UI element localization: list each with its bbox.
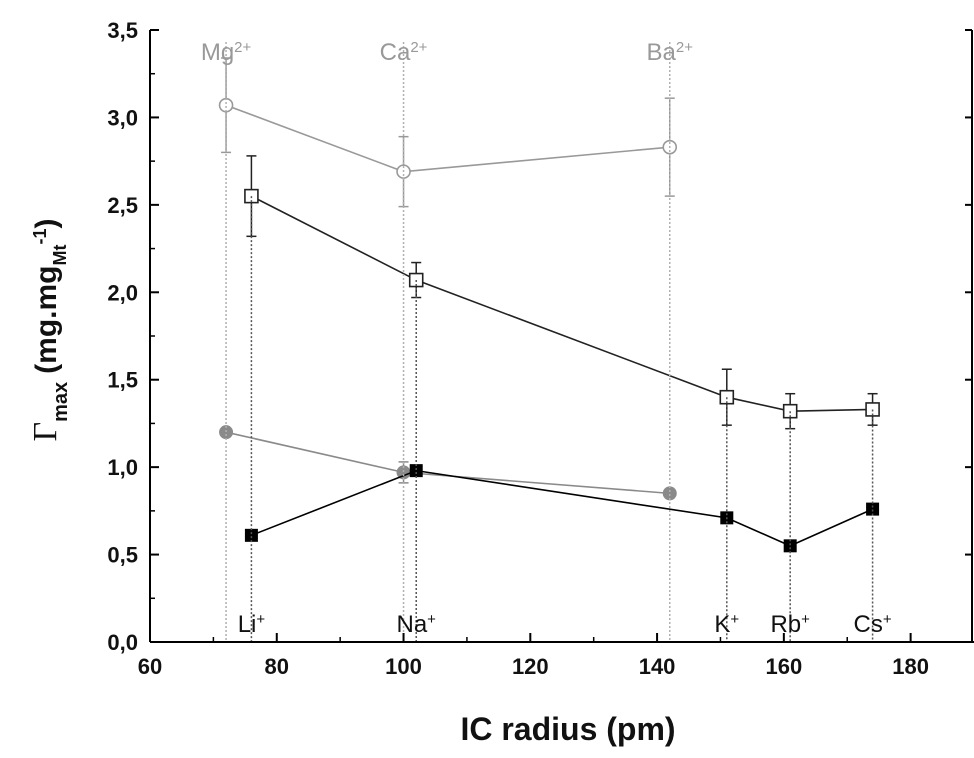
divalent-ion-label: Ca2+ xyxy=(380,39,428,67)
data-point xyxy=(783,539,797,553)
divalent-ion-label: Ba2+ xyxy=(647,39,694,67)
series-layer xyxy=(218,57,880,553)
series-line xyxy=(251,469,873,547)
x-axis-label: IC radius (pm) xyxy=(460,711,675,747)
y-axis-label: Γmax (mg.mgMt-1) xyxy=(27,218,72,441)
y-axis-unit-sup: -1 xyxy=(30,228,50,244)
axes-layer: 0,0 0,5 1,0 1,5 2,0 2,5 3,0 3,5 60 80 100 120 140 160… xyxy=(107,18,974,679)
y-axis-symbol: Γ xyxy=(27,422,64,442)
y-tick-label: 0,5 xyxy=(107,543,138,568)
x-tick-label: 100 xyxy=(385,654,422,679)
y-axis-unit-sub: Mt xyxy=(50,245,70,266)
data-point xyxy=(662,486,677,501)
data-point xyxy=(409,464,423,478)
y-tick-label: 2,5 xyxy=(107,193,138,218)
divalent-ion-label: Mg2+ xyxy=(201,39,252,67)
x-tick-label: 80 xyxy=(265,654,289,679)
y-tick-label: 3,5 xyxy=(107,18,138,43)
data-point xyxy=(866,502,880,516)
data-point xyxy=(218,97,234,113)
y-tick-label: 0,0 xyxy=(107,630,138,655)
x-tick-label: 120 xyxy=(512,654,549,679)
y-axis-unit-prefix: (mg.mg xyxy=(30,266,63,374)
monovalent-ion-label: Li+ xyxy=(238,611,266,639)
series-line xyxy=(251,195,873,412)
x-tick-label: 60 xyxy=(138,654,162,679)
monovalent-ion-label: Cs+ xyxy=(854,611,892,639)
data-point xyxy=(244,528,258,542)
monovalent-ion-label: Rb+ xyxy=(770,611,810,639)
series-line xyxy=(225,431,670,495)
x-tick-label: 160 xyxy=(765,654,802,679)
x-tick-label: 140 xyxy=(639,654,676,679)
y-tick-label: 2,0 xyxy=(107,280,138,305)
monovalent-ion-label: K+ xyxy=(714,611,739,639)
y-axis-symbol-sub: max xyxy=(50,382,72,422)
y-tick-label: 1,5 xyxy=(107,368,138,393)
series-line xyxy=(225,104,670,173)
y-tick-label: 3,0 xyxy=(107,105,138,130)
y-tick-label: 1,0 xyxy=(107,455,138,480)
monovalent-ion-label: Na+ xyxy=(396,611,436,639)
x-tick-label: 180 xyxy=(892,654,929,679)
y-axis-unit-suffix: ) xyxy=(30,218,63,228)
annotation-layer: Mg2+ Ca2+ Ba2+ Li+ Na+ K+ Rb+ Cs+ xyxy=(201,39,892,642)
